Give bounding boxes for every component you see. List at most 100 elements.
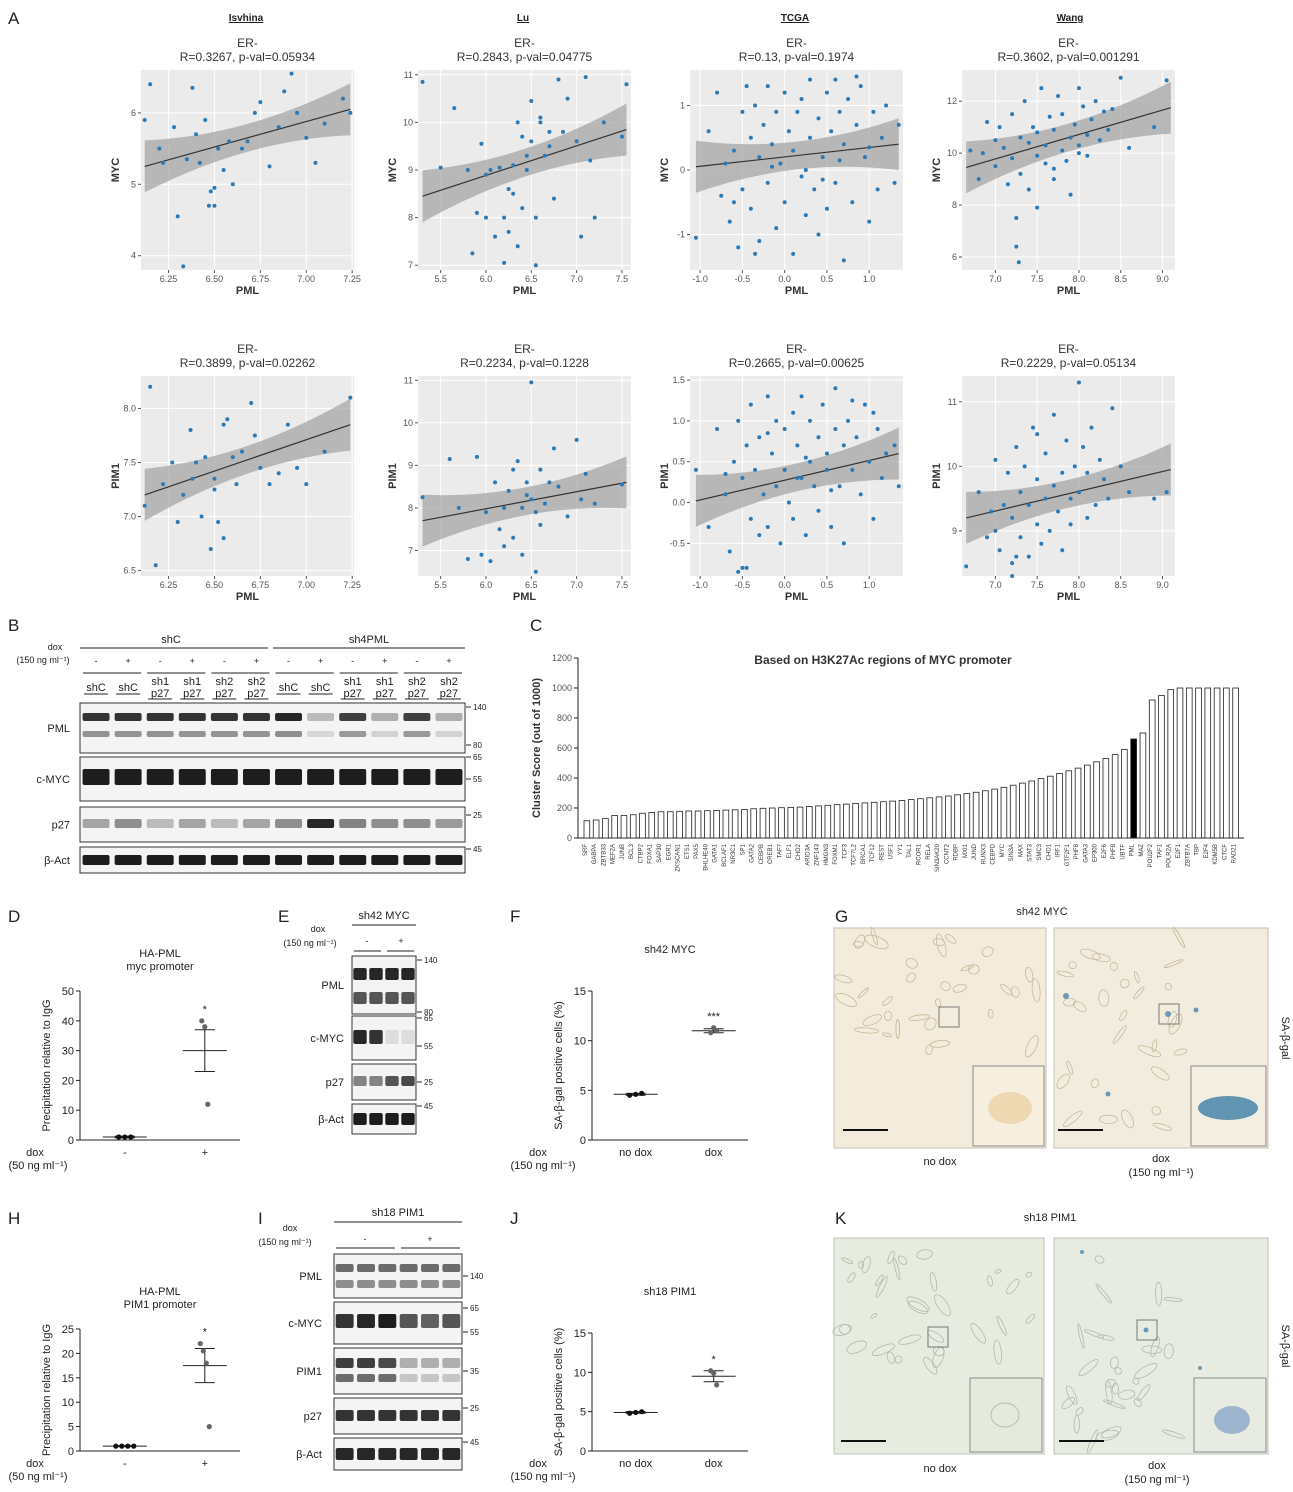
lane-label: p27 bbox=[440, 688, 458, 700]
data-point bbox=[313, 160, 318, 165]
y-tick-label: 7.5 bbox=[123, 457, 136, 467]
y-tick-label: 15 bbox=[574, 1328, 586, 1340]
bact-band bbox=[403, 855, 431, 865]
cmyc-band bbox=[442, 1314, 461, 1328]
inset-k-left bbox=[969, 1377, 1043, 1453]
pim1-band bbox=[442, 1374, 461, 1382]
data-point bbox=[875, 187, 880, 192]
data-point bbox=[833, 180, 838, 185]
cell-outline bbox=[905, 958, 918, 969]
data-point bbox=[774, 418, 779, 423]
x-axis-label: PML bbox=[513, 591, 537, 603]
data-point bbox=[502, 505, 507, 510]
category-label: UBTF bbox=[1120, 844, 1126, 860]
data-point bbox=[1051, 166, 1056, 171]
pml-band bbox=[399, 1264, 418, 1272]
data-point bbox=[533, 263, 538, 268]
p27-band bbox=[242, 819, 270, 828]
data-point bbox=[993, 528, 998, 533]
y-axis-label: Precipitation relative to IgG bbox=[41, 999, 53, 1131]
data-point bbox=[1118, 464, 1123, 469]
data-point bbox=[515, 120, 520, 125]
category-label: RDBP bbox=[954, 844, 960, 861]
y-tick-label: 50 bbox=[62, 986, 74, 998]
cell-outline bbox=[858, 1260, 864, 1269]
data-point bbox=[619, 482, 624, 487]
cell-outline bbox=[1024, 1035, 1039, 1058]
data-point bbox=[221, 168, 226, 172]
cell-outline bbox=[1077, 1323, 1085, 1349]
cell-outline bbox=[1097, 1334, 1115, 1341]
data-point bbox=[230, 182, 235, 187]
data-point bbox=[497, 165, 502, 170]
regression-line bbox=[422, 481, 627, 522]
x-axis-label: PML bbox=[1057, 285, 1081, 297]
category-label: SMC3 bbox=[1037, 843, 1043, 860]
panel-k-no-dox: no dox bbox=[923, 1463, 957, 1475]
data-point bbox=[276, 471, 281, 476]
data-point bbox=[197, 160, 202, 165]
cell-outline bbox=[906, 1296, 930, 1312]
data-point bbox=[744, 443, 749, 448]
x-tick-label: 6.5 bbox=[525, 274, 538, 284]
cell-outline bbox=[1025, 966, 1034, 983]
y-axis-label: PIM1 bbox=[659, 463, 671, 489]
stained-cell bbox=[1063, 993, 1069, 999]
cell-outline bbox=[1112, 1025, 1127, 1044]
cell-outline bbox=[945, 933, 957, 944]
x-tick-label: 7.00 bbox=[297, 580, 315, 590]
cell-outline bbox=[870, 1312, 878, 1319]
x-tick-label: 0.5 bbox=[821, 274, 834, 284]
cell-outline bbox=[832, 1324, 852, 1336]
category-label: ZBTB7A bbox=[1185, 844, 1191, 867]
data-point bbox=[782, 467, 787, 472]
bact-band bbox=[307, 855, 335, 865]
data-point bbox=[850, 398, 855, 403]
data-point bbox=[1018, 535, 1023, 540]
cell-outline bbox=[1061, 1397, 1075, 1410]
cell-outline bbox=[923, 1356, 938, 1375]
data-point bbox=[221, 536, 226, 541]
cell-outline bbox=[960, 964, 974, 972]
category-label: TAL1 bbox=[907, 843, 913, 858]
data-point bbox=[740, 187, 745, 192]
panel-g-side-label: SA-β-gal bbox=[1279, 1016, 1291, 1059]
data-point bbox=[1085, 132, 1090, 137]
pim1-band bbox=[421, 1374, 439, 1382]
data-point bbox=[892, 180, 897, 185]
data-point bbox=[1164, 490, 1169, 495]
data-point bbox=[1068, 522, 1073, 527]
dox-concentration: (150 ng ml⁻¹) bbox=[258, 1237, 311, 1247]
data-point bbox=[808, 418, 813, 423]
stained-cell bbox=[1080, 1250, 1084, 1254]
data-point bbox=[583, 471, 588, 476]
data-point bbox=[774, 109, 779, 114]
y-tick-label: 1.0 bbox=[672, 416, 685, 426]
data-point bbox=[190, 85, 195, 90]
data-point bbox=[867, 145, 872, 150]
bar bbox=[1176, 687, 1184, 839]
blot-row-label: PIM1 bbox=[296, 1366, 322, 1378]
cell-outline bbox=[994, 1269, 1002, 1274]
cell-outline bbox=[854, 1027, 879, 1034]
pim1-band bbox=[421, 1358, 439, 1368]
bact-band bbox=[399, 1448, 418, 1460]
bar bbox=[1232, 687, 1239, 839]
cell-outline bbox=[1132, 1377, 1140, 1385]
scatter-title: ER- bbox=[786, 342, 807, 356]
data-point bbox=[551, 446, 556, 451]
data-point bbox=[627, 1092, 633, 1098]
panel-g-dox: dox bbox=[1152, 1153, 1170, 1165]
data-point bbox=[862, 402, 867, 407]
data-point bbox=[529, 139, 534, 144]
pim1-band bbox=[357, 1374, 375, 1382]
micrograph-panel-g: sh42 MYC SA-β-gal no dox dox (150 ng ml⁻… bbox=[833, 906, 1291, 1179]
data-point bbox=[850, 467, 855, 472]
x-tick-label: 1.0 bbox=[863, 274, 876, 284]
pml-band bbox=[210, 731, 238, 737]
data-point bbox=[208, 546, 213, 551]
pim1-band bbox=[378, 1358, 397, 1368]
bact-band bbox=[114, 855, 142, 865]
data-point bbox=[474, 210, 479, 215]
cell-outline bbox=[1095, 1283, 1112, 1304]
